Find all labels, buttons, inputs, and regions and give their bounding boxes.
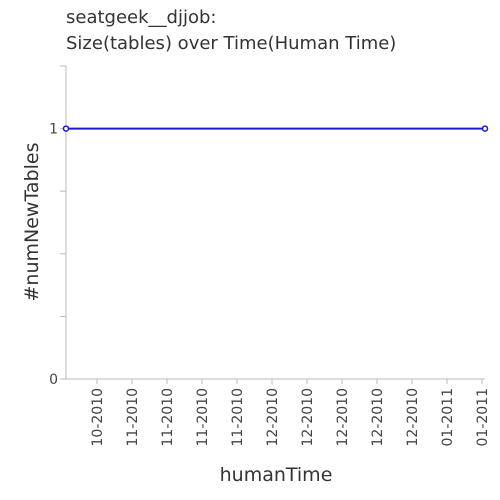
x-tick-label: 12-2010	[265, 388, 281, 447]
x-tick-label: 12-2010	[335, 388, 351, 447]
chart-subtitle: Size(tables) over Time(Human Time)	[66, 33, 397, 54]
x-tick-label: 11-2010	[125, 388, 141, 447]
x-tick-label: 01-2011	[440, 388, 456, 447]
x-tick-label: 11-2010	[230, 388, 246, 447]
x-tick-label: 12-2010	[405, 388, 421, 447]
y-tick-label: 0	[49, 372, 58, 388]
x-tick-label: 11-2010	[160, 388, 176, 447]
x-tick-label: 01-2011	[475, 388, 491, 447]
x-tick-label: 11-2010	[195, 388, 211, 447]
y-axis-title: #numNewTables	[21, 143, 43, 302]
data-point	[62, 125, 70, 132]
chart-title: seatgeek__djjob:	[66, 7, 217, 28]
y-tick-label: 1	[49, 122, 58, 138]
x-tick-label: 12-2010	[300, 388, 316, 447]
data-point	[481, 125, 489, 132]
x-tick-label: 10-2010	[90, 388, 106, 447]
x-tick-label: 12-2010	[370, 388, 386, 447]
x-axis-title: humanTime	[220, 464, 333, 486]
